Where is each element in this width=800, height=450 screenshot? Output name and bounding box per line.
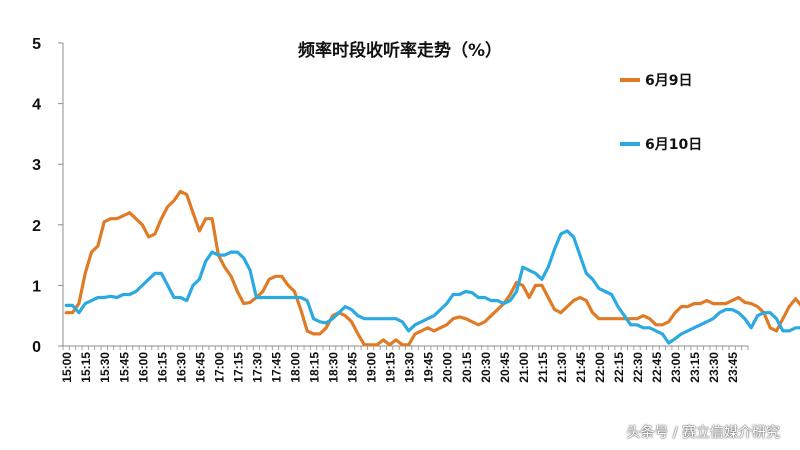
series-line-1 (64, 189, 800, 347)
x-tick-label: 20:45 (498, 352, 512, 383)
x-tick-label: 20:00 (441, 352, 455, 383)
series-layer (64, 189, 800, 347)
x-tick-label: 15:45 (117, 352, 131, 383)
x-tick-label: 17:30 (250, 352, 264, 383)
x-tick-label: 18:15 (308, 352, 322, 383)
legend-label-1: 6月9日 (645, 73, 692, 89)
chart-axes: 0 1 2 3 4 5 15:00 15:15 15:30 15:45 16:00 16:15 16:3… (32, 36, 749, 383)
x-tick-label: 20:30 (479, 352, 493, 383)
x-tick-label: 17:45 (269, 352, 283, 383)
y-tick-label: 2 (32, 218, 41, 235)
chart-title: 频率时段收听率走势（%） (298, 40, 502, 61)
x-tick-label: 19:15 (384, 352, 398, 383)
x-tick-label: 23:30 (707, 352, 721, 383)
y-tick-label: 1 (32, 278, 41, 295)
x-tick-label: 15:15 (79, 352, 93, 383)
x-tick-label: 22:30 (631, 352, 645, 383)
x-tick-label: 22:45 (650, 352, 664, 383)
y-tick-label: 3 (32, 157, 41, 174)
legend-label-2: 6月10日 (645, 137, 702, 153)
x-tick-label: 19:30 (403, 352, 417, 383)
x-tick-label: 18:30 (327, 352, 341, 383)
x-tick-label: 22:00 (593, 352, 607, 383)
x-tick-label: 21:45 (574, 352, 588, 383)
x-tick-label: 15:30 (98, 352, 112, 383)
series-line-2 (64, 229, 800, 345)
x-tick-label: 15:00 (60, 352, 74, 383)
x-tick-label: 21:00 (517, 352, 531, 383)
y-tick-label: 4 (32, 97, 41, 114)
x-tick-label: 19:45 (422, 352, 436, 383)
x-tick-label: 16:30 (174, 352, 188, 383)
x-tick-label: 19:00 (365, 352, 379, 383)
x-tick-label: 21:15 (536, 352, 550, 383)
x-tick-label: 20:15 (460, 352, 474, 383)
x-tick-label: 21:30 (555, 352, 569, 383)
x-tick-label: 22:15 (612, 352, 626, 383)
x-tick-label: 17:15 (231, 352, 245, 383)
x-tick-label: 23:45 (726, 352, 740, 383)
x-tick-label: 16:15 (155, 352, 169, 383)
x-tick-label: 16:00 (136, 352, 150, 383)
x-tick-label: 23:00 (669, 352, 683, 383)
y-tick-label: 5 (32, 36, 41, 53)
chart-legend: 6月9日 6月10日 (620, 73, 702, 153)
x-tick-label: 16:45 (193, 352, 207, 383)
x-tick-label: 17:00 (212, 352, 226, 383)
x-tick-label: 23:15 (688, 352, 702, 383)
x-tick-label: 18:45 (346, 352, 360, 383)
footer-watermark: 头条号 / 赛立信媒介研究 (626, 425, 780, 441)
y-tick-label: 0 (32, 339, 41, 356)
x-tick-label: 18:00 (289, 352, 303, 383)
